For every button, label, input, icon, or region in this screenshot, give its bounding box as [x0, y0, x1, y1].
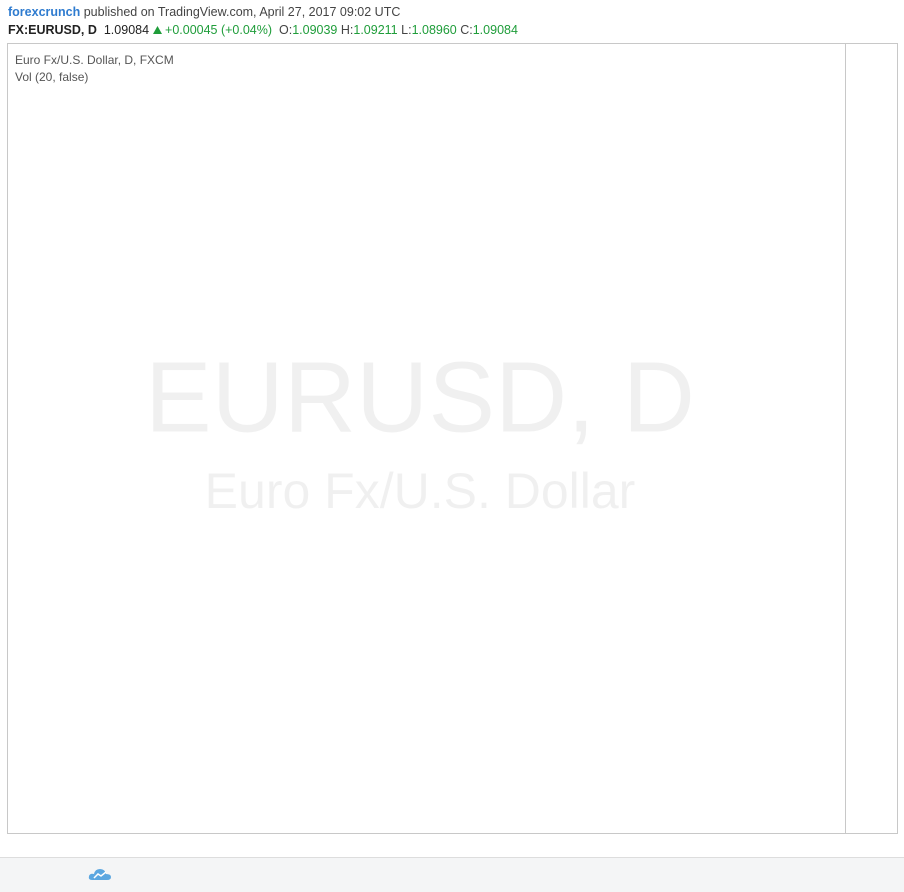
- ohlc-c-label: C:: [460, 23, 473, 37]
- watermark-sub: Euro Fx/U.S. Dollar: [205, 463, 636, 519]
- footer: [0, 857, 904, 892]
- indicator-label: Vol (20, false): [15, 70, 88, 84]
- publisher[interactable]: forexcrunch: [8, 5, 81, 19]
- header: forexcrunch published on TradingView.com…: [8, 3, 518, 39]
- ohlc-h-label: H:: [340, 23, 354, 37]
- ohlc-o: 1.09039: [292, 23, 338, 37]
- chart: EURUSD, D Euro Fx/U.S. Dollar Euro Fx/U.…: [7, 43, 898, 834]
- chart-frame: [7, 43, 898, 834]
- tv-logo: [88, 869, 111, 880]
- publish-line: forexcrunch published on TradingView.com…: [8, 3, 518, 21]
- ohlc-h: 1.09211: [353, 23, 398, 37]
- ohlc-l-label: L:: [401, 23, 412, 37]
- ohlc-c: 1.09084: [472, 23, 518, 37]
- quote-line: FX:EURUSD, D 1.09084 +0.00045 (+0.04%) O…: [8, 21, 518, 39]
- watermark: EURUSD, D: [145, 341, 695, 453]
- ohlc-o-label: O:: [279, 23, 293, 37]
- change: +0.00045 (+0.04%): [165, 23, 273, 37]
- ohlc-l: 1.08960: [411, 23, 457, 37]
- published: published on TradingView.com, April 27, …: [83, 5, 401, 19]
- up-arrow: [152, 26, 162, 34]
- symbol: FX:EURUSD, D: [8, 23, 97, 37]
- last-price: 1.09084: [103, 23, 150, 37]
- chart-title: Euro Fx/U.S. Dollar, D, FXCM: [15, 53, 174, 67]
